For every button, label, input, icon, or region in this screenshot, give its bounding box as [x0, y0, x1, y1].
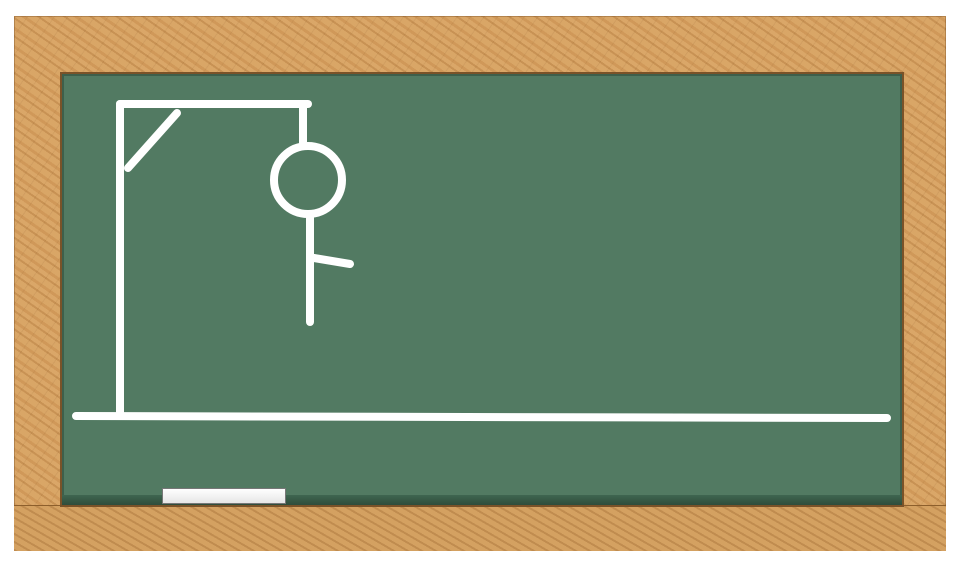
- chalk-stick: [162, 488, 286, 504]
- hangman-head: [270, 142, 346, 218]
- ground-line: [72, 412, 891, 422]
- hangman-right-arm: [310, 254, 354, 268]
- gallows-brace: [124, 109, 181, 172]
- chalkboard: [62, 74, 902, 505]
- chalk-ledge: [62, 495, 902, 505]
- wooden-frame-bottom: [14, 505, 946, 551]
